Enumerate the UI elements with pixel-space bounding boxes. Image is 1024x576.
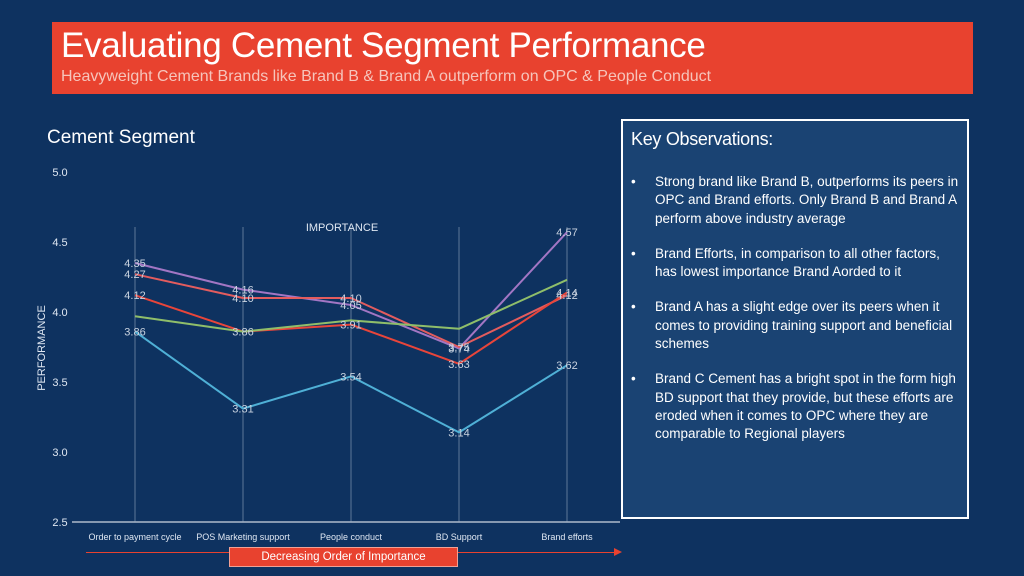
series-line <box>134 330 568 434</box>
y-tick-label: 3.5 <box>52 377 67 389</box>
importance-arrow-head-icon <box>614 548 622 556</box>
series-line <box>134 231 568 350</box>
data-label: 4.05 <box>340 300 361 312</box>
data-label: 3.62 <box>556 360 577 372</box>
y-tick-label: 4.5 <box>52 237 67 249</box>
data-label: 3.86 <box>232 327 253 339</box>
data-label: 4.12 <box>556 290 577 302</box>
data-label: 4.57 <box>556 227 577 239</box>
decreasing-order-label: Decreasing Order of Importance <box>229 547 458 567</box>
y-tick-label: 3.0 <box>52 447 67 459</box>
observation-item: • Brand Efforts, in comparison to all oth… <box>631 245 961 282</box>
y-tick-label: 4.0 <box>52 307 67 319</box>
bullet-icon: • <box>631 299 636 315</box>
x-tick-label: BD Support <box>436 532 483 542</box>
data-label: 3.14 <box>448 427 469 439</box>
page-title: Evaluating Cement Segment Performance <box>61 26 706 65</box>
observations-list: • Strong brand like Brand B, outperforms … <box>631 173 961 461</box>
data-label: 4.16 <box>232 285 253 297</box>
data-label: 3.74 <box>448 343 469 355</box>
series-line <box>134 273 568 348</box>
chart-heading: Cement Segment <box>47 127 195 148</box>
data-label: 3.54 <box>340 371 361 383</box>
data-label: 3.91 <box>340 320 361 332</box>
data-label: 4.14 <box>556 287 577 299</box>
x-tick-label: Brand efforts <box>541 532 593 542</box>
x-tick-label: People conduct <box>320 532 383 542</box>
observation-text: Brand Efforts, in comparison to all othe… <box>655 245 940 280</box>
page-subtitle: Heavyweight Cement Brands like Brand B &… <box>61 68 712 85</box>
data-label: 4.10 <box>340 293 361 305</box>
observation-text: Brand C Cement has a bright spot in the … <box>655 371 956 442</box>
series-line <box>134 291 568 365</box>
y-axis-label: PERFORMANCE <box>36 305 48 391</box>
observation-item: • Brand A has a slight edge over its peer… <box>631 298 961 353</box>
data-label: 3.31 <box>232 404 253 416</box>
data-label: 4.12 <box>124 290 145 302</box>
x-tick-label: POS Marketing support <box>196 532 290 542</box>
bullet-icon: • <box>631 371 636 387</box>
key-observations-title-text: Key Observations <box>631 129 769 149</box>
bullet-icon: • <box>631 245 636 261</box>
title-banner: Evaluating Cement Segment Performance He… <box>52 22 973 94</box>
data-label: 4.10 <box>232 293 253 305</box>
key-observations-title-colon: : <box>768 129 773 149</box>
series-line <box>134 278 568 333</box>
chart-annotation: IMPORTANCE <box>306 222 378 234</box>
data-label: 3.75 <box>448 342 469 354</box>
observation-item: • Brand C Cement has a bright spot in the… <box>631 370 961 443</box>
data-label: 3.86 <box>124 327 145 339</box>
bullet-icon: • <box>631 174 636 189</box>
data-label: 4.35 <box>124 258 145 270</box>
observation-text: Brand A has a slight edge over its peers… <box>655 299 953 352</box>
line-chart: 2.5 3.0 3.5 4.0 4.5 5.0 PERFORMANCE Order to pa… <box>36 167 620 542</box>
observation-text: Strong brand like Brand B, outperforms i… <box>655 174 959 226</box>
y-tick-label: 2.5 <box>52 517 67 529</box>
observation-item: • Strong brand like Brand B, outperforms … <box>631 173 961 228</box>
y-tick-label: 5.0 <box>52 167 67 179</box>
key-observations-panel: Key Observations: • Strong brand like Bra… <box>621 119 969 519</box>
x-tick-label: Order to payment cycle <box>88 532 181 542</box>
data-label: 4.27 <box>124 269 145 281</box>
key-observations-title: Key Observations: <box>631 129 773 150</box>
data-label: 3.63 <box>448 359 469 371</box>
